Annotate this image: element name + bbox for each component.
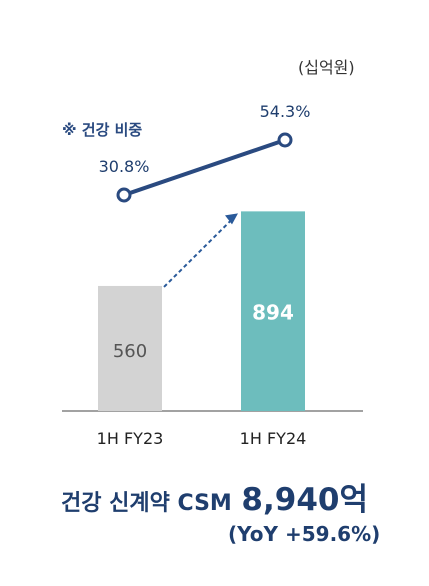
unit-label: (십억원) bbox=[298, 58, 355, 77]
bar-value-label-0: 560 bbox=[113, 341, 147, 362]
growth-arrow-head bbox=[225, 213, 238, 225]
bar-1 bbox=[241, 211, 305, 411]
ratio-point-0 bbox=[116, 187, 132, 203]
growth-arrow-line bbox=[163, 216, 235, 288]
summary-label: 건강 신계약 CSM bbox=[61, 491, 232, 516]
bar-0 bbox=[98, 285, 162, 411]
ratio-value-label-0: 30.8% bbox=[99, 157, 150, 176]
ratio-point-1 bbox=[277, 132, 293, 148]
category-label-1: 1H FY24 bbox=[240, 429, 307, 448]
ratio-series-line bbox=[123, 138, 286, 197]
series-legend-label: ※ 건강 비중 bbox=[62, 121, 142, 139]
category-label-0: 1H FY23 bbox=[97, 429, 164, 448]
bar-value-label-1: 894 bbox=[252, 300, 294, 324]
ratio-value-label-1: 54.3% bbox=[260, 102, 311, 121]
chart-area: 560 1H FY23 894 1H FY24 30.8% 54.3% ※ 건강 비중 bbox=[62, 102, 363, 448]
yoy-growth: (YoY +59.6%) bbox=[228, 522, 381, 546]
summary-value: 8,940억 bbox=[241, 482, 368, 518]
summary-line: 건강 신계약 CSM 8,940억 bbox=[0, 474, 429, 519]
